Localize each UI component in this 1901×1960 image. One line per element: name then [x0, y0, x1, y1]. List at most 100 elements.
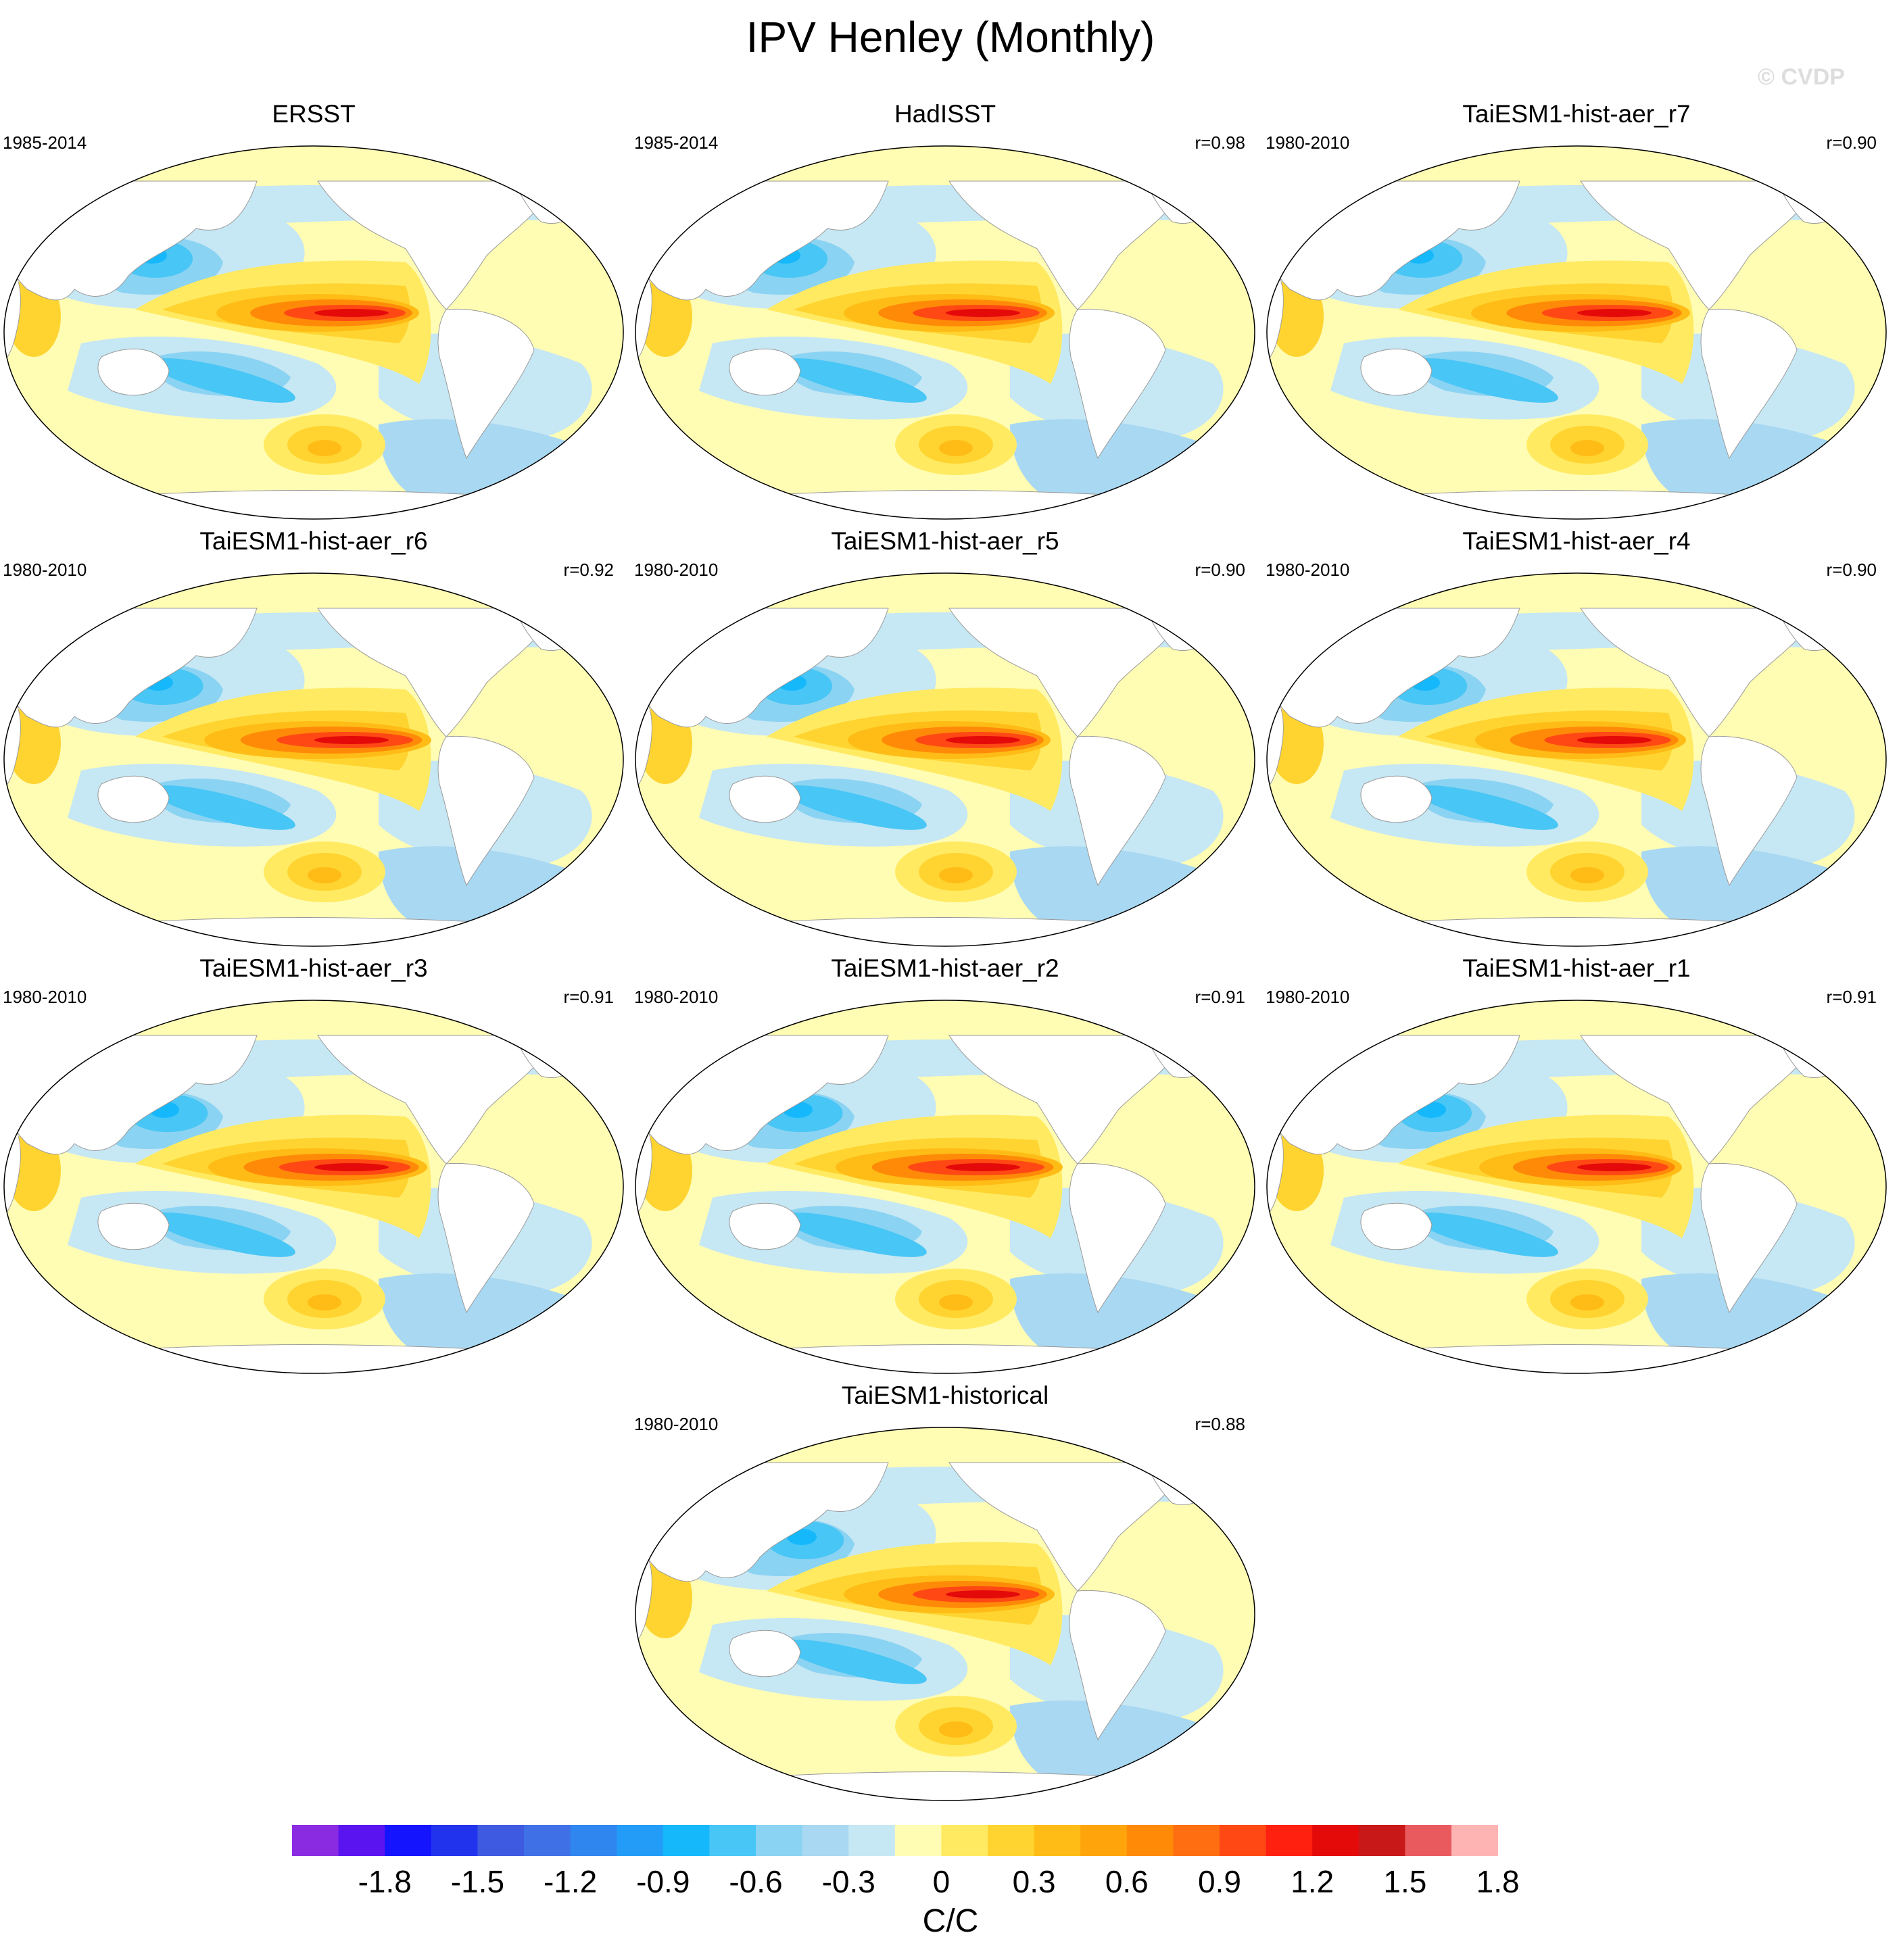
colorbar-swatch [709, 1825, 756, 1856]
sst-field [1267, 1000, 1886, 1373]
panel-period: 1980-2010 [3, 560, 87, 580]
sst-map [635, 1427, 1255, 1801]
colorbar: -1.8 -1.5 -1.2 -0.9 -0.6 -0.3 0 0.3 0.6 0.9 1.2 1.5… [292, 1825, 1520, 1939]
colorbar-tick-label: -1.2 [544, 1864, 597, 1899]
colorbar-tick-label: -0.6 [729, 1864, 782, 1899]
sst-map [1266, 572, 1887, 947]
figure-title: IPV Henley (Monthly) [746, 13, 1155, 62]
panel-correlation: r=0.92 [563, 560, 614, 580]
sst-field [635, 146, 1255, 519]
map-panel: TaiESM1-hist-aer_r3 1980-2010 r=0.91 [0, 954, 627, 1380]
sst-field [635, 1000, 1255, 1373]
sst-field [1267, 146, 1886, 519]
sst-map [635, 572, 1255, 947]
panel-correlation: r=0.98 [1195, 132, 1245, 153]
colorbar-swatch [894, 1825, 942, 1856]
panel-title: ERSST [272, 100, 356, 128]
panel-period: 1980-2010 [1266, 132, 1350, 153]
sst-field [635, 573, 1255, 946]
panel-correlation: r=0.91 [563, 987, 614, 1007]
panel-correlation: r=0.90 [1826, 560, 1877, 580]
colorbar-tick-label: -1.5 [451, 1864, 504, 1899]
panel-period: 1980-2010 [634, 1414, 719, 1434]
sst-map [635, 1000, 1255, 1374]
sst-map [3, 145, 624, 520]
panel-title: TaiESM1-hist-aer_r5 [831, 527, 1059, 555]
colorbar-swatch [1405, 1825, 1452, 1856]
panel-period: 1980-2010 [1266, 560, 1350, 580]
colorbar-tick-label: -1.8 [358, 1864, 412, 1899]
colorbar-swatch [1220, 1825, 1267, 1856]
colorbar-swatch [1080, 1825, 1128, 1856]
sst-field [635, 1427, 1255, 1800]
colorbar-swatch [477, 1825, 525, 1856]
panel-title: TaiESM1-hist-aer_r6 [199, 527, 428, 555]
map-panel: TaiESM1-hist-aer_r6 1980-2010 r=0.92 [0, 527, 627, 953]
map-panel: HadISST 1985-2014 r=0.98 [631, 100, 1259, 526]
colorbar-swatch [802, 1825, 849, 1856]
map-panel: TaiESM1-hist-aer_r5 1980-2010 r=0.90 [631, 527, 1259, 953]
colorbar-swatch [848, 1825, 896, 1856]
map-panel: TaiESM1-hist-aer_r1 1980-2010 r=0.91 [1263, 954, 1890, 1380]
colorbar-swatch [1266, 1825, 1313, 1856]
colorbar-tick-label: 0.6 [1105, 1864, 1149, 1899]
panel-title: TaiESM1-historical [841, 1381, 1049, 1409]
panel-correlation: r=0.91 [1826, 987, 1877, 1007]
colorbar-units: C/C [923, 1903, 979, 1939]
colorbar-tick-label: 1.8 [1476, 1864, 1520, 1899]
colorbar-swatch [988, 1825, 1035, 1856]
sst-map [3, 1000, 624, 1374]
panel-title: TaiESM1-hist-aer_r7 [1462, 100, 1691, 128]
panel-title: HadISST [894, 100, 996, 128]
panel-period: 1980-2010 [634, 987, 719, 1007]
panel-period: 1985-2014 [3, 132, 87, 153]
sst-field [4, 573, 623, 946]
colorbar-tick-label: 1.2 [1291, 1864, 1334, 1899]
colorbar-swatch [524, 1825, 571, 1856]
colorbar-swatch [941, 1825, 988, 1856]
panel-correlation: r=0.90 [1826, 132, 1877, 153]
colorbar-swatch [1312, 1825, 1359, 1856]
colorbar-swatch [292, 1825, 339, 1856]
panel-title: TaiESM1-hist-aer_r1 [1462, 954, 1691, 982]
colorbar-tick-label: 1.5 [1383, 1864, 1426, 1899]
sst-field [4, 146, 623, 519]
colorbar-tick-label: 0.9 [1198, 1864, 1241, 1899]
sst-field [4, 1000, 623, 1373]
map-panel: ERSST 1985-2014 [0, 100, 627, 526]
cvdp-watermark: © CVDP [1758, 64, 1845, 90]
colorbar-swatch [1451, 1825, 1499, 1856]
map-panel: TaiESM1-historical 1980-2010 r=0.88 [631, 1381, 1259, 1807]
colorbar-tick-label: 0 [933, 1864, 950, 1899]
panel-title: TaiESM1-hist-aer_r2 [831, 954, 1059, 982]
colorbar-swatch [570, 1825, 617, 1856]
map-panel: TaiESM1-hist-aer_r2 1980-2010 r=0.91 [631, 954, 1259, 1380]
colorbar-swatch [663, 1825, 710, 1856]
colorbar-tick-label: 0.3 [1013, 1864, 1056, 1899]
sst-map [1266, 145, 1887, 520]
colorbar-tick-label: -0.3 [822, 1864, 875, 1899]
map-panel: TaiESM1-hist-aer_r4 1980-2010 r=0.90 [1263, 527, 1890, 953]
colorbar-swatch [1358, 1825, 1405, 1856]
panel-period: 1985-2014 [634, 132, 719, 153]
colorbar-swatch [1173, 1825, 1220, 1856]
sst-map [635, 145, 1255, 520]
panel-title: TaiESM1-hist-aer_r4 [1462, 527, 1691, 555]
colorbar-swatch [1034, 1825, 1081, 1856]
sst-map [1266, 1000, 1887, 1374]
panel-correlation: r=0.90 [1195, 560, 1245, 580]
colorbar-swatch [385, 1825, 432, 1856]
colorbar-swatch [338, 1825, 385, 1856]
panel-correlation: r=0.88 [1195, 1414, 1245, 1434]
panel-period: 1980-2010 [1266, 987, 1350, 1007]
map-panel: TaiESM1-hist-aer_r7 1980-2010 r=0.90 [1263, 100, 1890, 526]
sst-field [1267, 573, 1886, 946]
colorbar-swatch [617, 1825, 664, 1856]
colorbar-swatch [431, 1825, 478, 1856]
sst-map [3, 572, 624, 947]
panel-title: TaiESM1-hist-aer_r3 [199, 954, 428, 982]
panel-correlation: r=0.91 [1195, 987, 1245, 1007]
colorbar-swatch [756, 1825, 803, 1856]
colorbar-tick-label: -0.9 [636, 1864, 690, 1899]
panel-period: 1980-2010 [634, 560, 719, 580]
